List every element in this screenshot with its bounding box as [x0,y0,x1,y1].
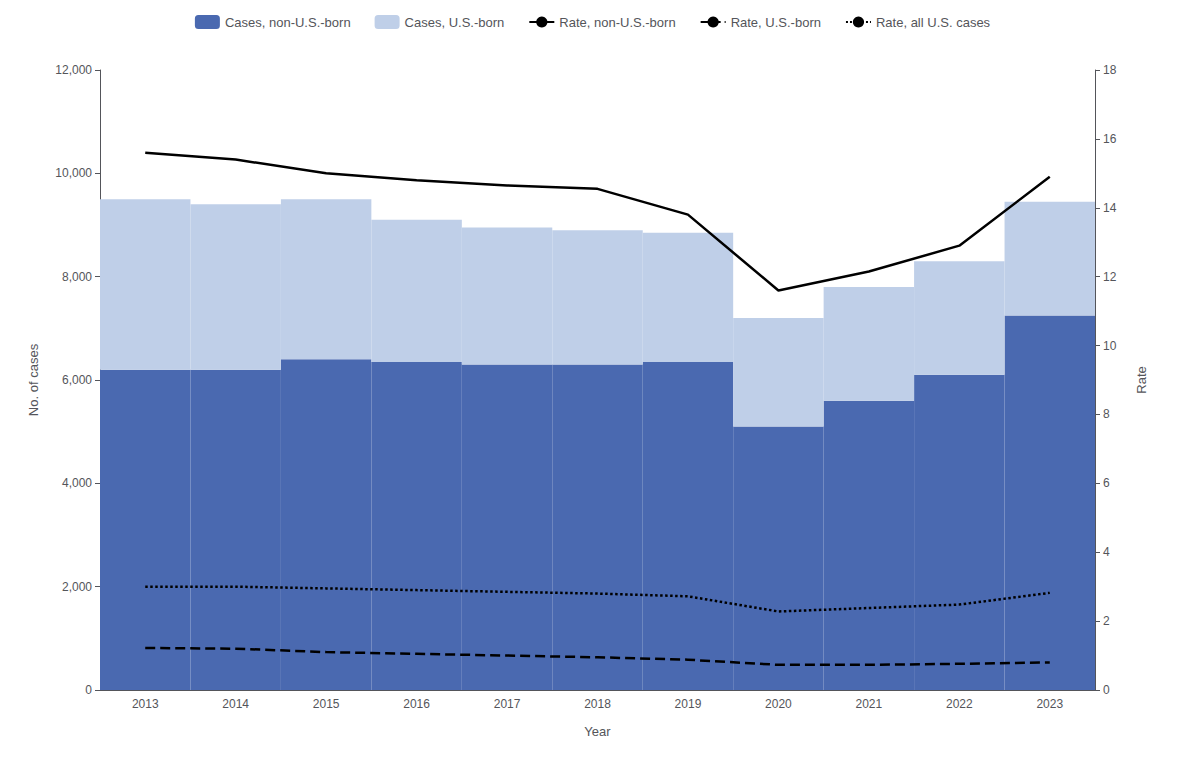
svg-text:2,000: 2,000 [62,580,92,594]
svg-text:Rate: Rate [1134,366,1149,393]
svg-text:8,000: 8,000 [62,270,92,284]
svg-text:No. of cases: No. of cases [26,343,41,416]
svg-text:Year: Year [584,724,611,739]
svg-text:4: 4 [1103,545,1110,559]
svg-text:Cases, U.S.-born: Cases, U.S.-born [405,15,505,30]
svg-text:2014: 2014 [222,697,249,711]
svg-text:16: 16 [1103,132,1117,146]
svg-text:8: 8 [1103,407,1110,421]
svg-text:2015: 2015 [313,697,340,711]
svg-text:18: 18 [1103,63,1117,77]
svg-text:2020: 2020 [765,697,792,711]
svg-text:2019: 2019 [675,697,702,711]
svg-text:2018: 2018 [584,697,611,711]
svg-text:Rate, U.S.-born: Rate, U.S.-born [731,15,821,30]
svg-text:12,000: 12,000 [55,63,92,77]
svg-text:2016: 2016 [403,697,430,711]
svg-text:12: 12 [1103,270,1117,284]
svg-text:2013: 2013 [132,697,159,711]
svg-text:0: 0 [1103,683,1110,697]
svg-text:14: 14 [1103,201,1117,215]
svg-text:10,000: 10,000 [55,166,92,180]
svg-text:Cases, non-U.S.-born: Cases, non-U.S.-born [225,15,351,30]
svg-text:2022: 2022 [946,697,973,711]
svg-text:0: 0 [85,683,92,697]
svg-text:Rate, non-U.S.-born: Rate, non-U.S.-born [559,15,675,30]
svg-text:2023: 2023 [1036,697,1063,711]
svg-text:4,000: 4,000 [62,476,92,490]
svg-text:10: 10 [1103,339,1117,353]
svg-text:6: 6 [1103,476,1110,490]
svg-text:6,000: 6,000 [62,373,92,387]
svg-text:Rate, all U.S. cases: Rate, all U.S. cases [876,15,991,30]
svg-text:2: 2 [1103,614,1110,628]
svg-text:2017: 2017 [494,697,521,711]
svg-text:2021: 2021 [856,697,883,711]
